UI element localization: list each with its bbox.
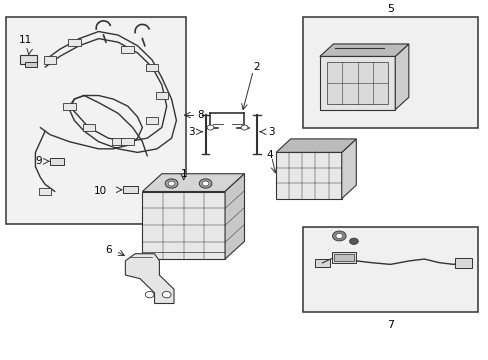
Bar <box>302 227 477 312</box>
Circle shape <box>168 181 175 186</box>
Circle shape <box>349 238 358 244</box>
Circle shape <box>332 231 346 241</box>
Circle shape <box>145 291 154 298</box>
Text: 5: 5 <box>386 4 393 14</box>
Bar <box>20 55 37 63</box>
Text: 4: 4 <box>265 150 272 160</box>
Bar <box>63 103 76 110</box>
Bar <box>145 117 158 124</box>
Bar <box>121 138 134 145</box>
Polygon shape <box>276 152 341 199</box>
Bar <box>145 63 158 71</box>
Text: 3: 3 <box>267 127 274 137</box>
Circle shape <box>165 179 178 188</box>
Text: 10: 10 <box>94 186 107 196</box>
Bar <box>122 186 137 193</box>
Polygon shape <box>125 254 174 303</box>
Bar <box>39 188 51 195</box>
Bar <box>6 17 186 224</box>
Polygon shape <box>276 139 356 152</box>
Polygon shape <box>326 62 387 104</box>
Polygon shape <box>224 174 244 259</box>
Polygon shape <box>142 192 224 259</box>
Text: 2: 2 <box>253 62 260 72</box>
Bar <box>155 92 168 99</box>
Polygon shape <box>319 44 408 57</box>
Bar <box>68 39 81 46</box>
Text: 3: 3 <box>188 127 195 137</box>
Text: 6: 6 <box>105 245 112 255</box>
Bar <box>25 62 37 67</box>
Bar <box>314 259 329 267</box>
Circle shape <box>202 181 208 186</box>
Bar <box>50 158 63 165</box>
Polygon shape <box>394 44 408 110</box>
Text: 9: 9 <box>35 156 42 166</box>
Circle shape <box>162 291 171 298</box>
Circle shape <box>199 179 211 188</box>
Bar <box>331 252 356 262</box>
Bar <box>43 57 56 63</box>
Text: 11: 11 <box>19 35 32 45</box>
Bar <box>334 254 353 261</box>
Text: 7: 7 <box>386 320 393 329</box>
Bar <box>112 138 124 145</box>
Text: 8: 8 <box>197 110 203 120</box>
Circle shape <box>206 125 213 130</box>
Polygon shape <box>142 174 244 192</box>
Bar <box>454 258 471 267</box>
Circle shape <box>241 125 247 130</box>
Polygon shape <box>341 139 356 199</box>
Text: 1: 1 <box>180 169 186 179</box>
Polygon shape <box>319 57 394 110</box>
Bar <box>121 46 134 53</box>
Circle shape <box>335 234 342 238</box>
Bar <box>302 17 477 127</box>
Bar <box>82 124 95 131</box>
